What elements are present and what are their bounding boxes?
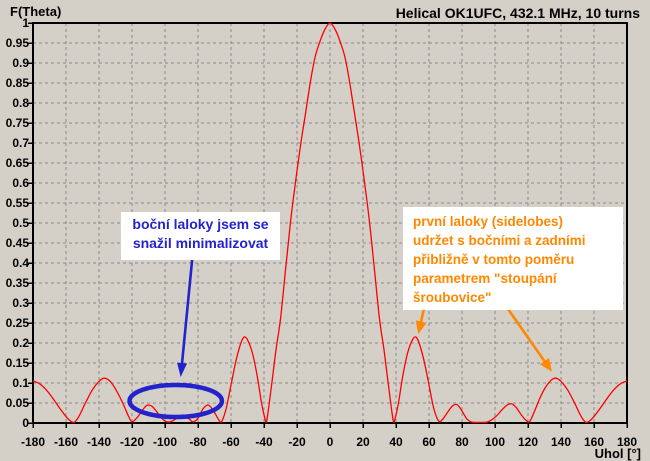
y-tick-label: 0.05: [5, 396, 29, 410]
y-tick-label: 0.4: [12, 256, 29, 270]
note-line: udržet s bočními a zadními: [413, 233, 586, 248]
blue-arrow: [180, 258, 194, 366]
x-tick-label: -160: [53, 435, 79, 449]
x-tick-label: -100: [152, 435, 178, 449]
chart-title: Helical OK1UFC, 432.1 MHz, 10 turns: [395, 5, 640, 21]
x-tick-label: 0: [326, 435, 334, 449]
orange-annotation-box: první laloky (sidelobes) udržet s bočním…: [403, 207, 623, 310]
note-line: parametrem "stoupání: [413, 271, 557, 286]
highlight-ellipse: [127, 382, 225, 420]
y-tick-label: 0.5: [12, 216, 29, 230]
y-tick-label: 0.1: [12, 376, 29, 390]
y-tick-label: 0: [22, 416, 29, 430]
x-tick-label: 40: [389, 435, 403, 449]
y-tick-label: 0.9: [12, 56, 29, 70]
y-tick-label: 0.45: [5, 236, 29, 250]
blue-arrow-head: [177, 362, 188, 377]
y-tick-label: 0.3: [12, 296, 29, 310]
y-tick-label: 0.95: [5, 36, 29, 50]
y-tick-label: 0.6: [12, 176, 29, 190]
orange-arrow-right: [505, 306, 547, 364]
y-tick-label: 0.55: [5, 196, 29, 210]
y-tick-label: 0.35: [5, 276, 29, 290]
x-tick-label: -40: [255, 435, 273, 449]
x-tick-label: -180: [20, 435, 46, 449]
y-tick-label: 0.2: [12, 336, 29, 350]
x-tick-label: 60: [422, 435, 436, 449]
y-tick-label: 0.85: [5, 76, 29, 90]
x-tick-label: -140: [86, 435, 112, 449]
y-tick-label: 1: [22, 16, 29, 30]
note-line: šroubovice": [413, 290, 492, 305]
y-tick-label: 0.65: [5, 156, 29, 170]
orange-arrow-right-head: [539, 357, 552, 372]
x-tick-label: 20: [356, 435, 370, 449]
x-tick-label: -120: [119, 435, 145, 449]
orange-arrow-left-head: [415, 320, 427, 335]
y-tick-label: 0.75: [5, 116, 29, 130]
x-tick-label: 160: [583, 435, 605, 449]
note-line: boční laloky jsem se: [132, 216, 269, 232]
orange-arrow-left: [419, 307, 426, 324]
pattern-curve: [32, 22, 628, 424]
y-tick-label: 0.7: [12, 136, 29, 150]
blue-annotation-box: boční laloky jsem se snažil minimalizova…: [121, 212, 280, 260]
y-axis-title: F(Theta): [10, 4, 62, 19]
y-tick-label: 0.25: [5, 316, 29, 330]
note-line: první laloky (sidelobes): [413, 214, 564, 229]
note-line: snažil minimalizovat: [132, 235, 269, 251]
x-axis-title: Uhol [°]: [594, 446, 641, 461]
x-tick-label: -60: [222, 435, 240, 449]
x-tick-label: 100: [484, 435, 506, 449]
x-tick-label: 120: [517, 435, 539, 449]
x-tick-label: 180: [616, 435, 638, 449]
x-tick-label: -20: [288, 435, 306, 449]
note-line: přibližně v tomto poměru: [413, 252, 575, 267]
x-tick-label: -80: [189, 435, 207, 449]
y-tick-label: 0.8: [12, 96, 29, 110]
x-tick-label: 80: [455, 435, 469, 449]
y-tick-label: 0.15: [5, 356, 29, 370]
x-tick-label: 140: [550, 435, 572, 449]
